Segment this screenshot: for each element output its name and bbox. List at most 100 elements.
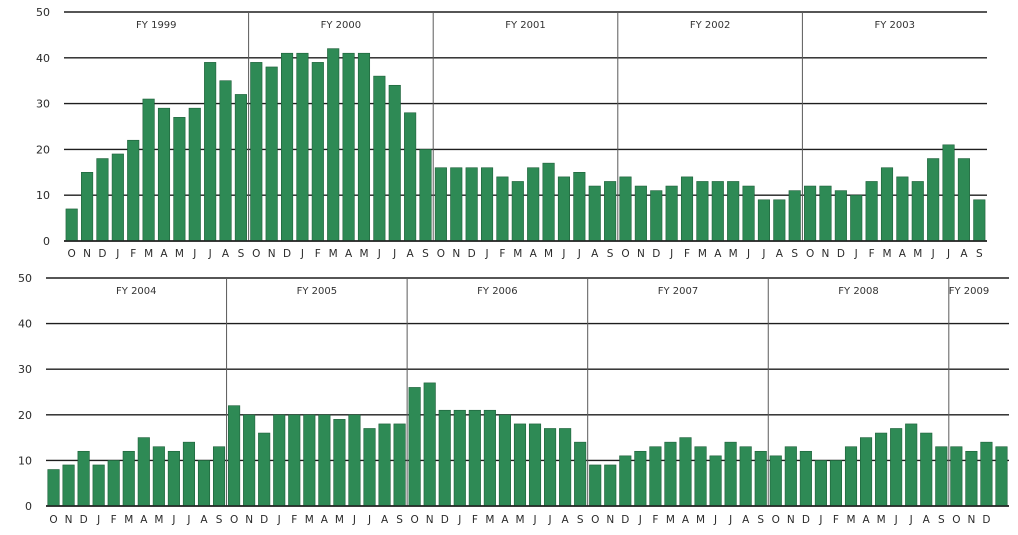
bar <box>419 149 432 242</box>
bar <box>957 158 970 242</box>
x-tick-label: O <box>621 248 629 260</box>
bar <box>498 414 511 507</box>
x-tick-label: A <box>140 514 148 526</box>
bar <box>296 52 309 242</box>
bar <box>604 181 617 242</box>
x-tick-label: D <box>468 248 476 260</box>
x-tick-label: F <box>499 248 505 260</box>
x-tick-label: O <box>230 514 238 526</box>
bar <box>773 199 786 242</box>
x-tick-label: J <box>277 514 281 526</box>
x-tick-label: J <box>300 248 304 260</box>
bar <box>679 437 692 507</box>
chart-panel-fy2004-fy2009: 0 10 20 30 40 50 FY 2004 FY 2005 FY 2006 FY 2007 F… <box>18 272 1009 526</box>
bar <box>373 75 386 242</box>
x-tick-label: A <box>923 514 931 526</box>
x-tick-label: O <box>591 514 599 526</box>
x-tick-label: F <box>111 514 117 526</box>
bar <box>357 52 371 242</box>
bar <box>483 409 496 507</box>
x-tick-label: D <box>802 514 810 526</box>
bar <box>111 153 124 242</box>
x-tick-label: D <box>652 248 660 260</box>
bar <box>480 167 494 242</box>
x-tick-label: F <box>130 248 136 260</box>
bar <box>281 52 294 242</box>
x-tick-label: J <box>484 248 488 260</box>
x-tick-label: D <box>621 514 629 526</box>
bar <box>754 450 767 507</box>
x-tick-label: S <box>938 514 945 526</box>
x-tick-label: J <box>208 248 212 260</box>
x-tick-label: M <box>485 514 494 526</box>
x-tick-label: J <box>638 514 642 526</box>
bar <box>348 414 361 507</box>
bar <box>905 423 918 507</box>
bar <box>219 80 232 242</box>
x-tick-label: J <box>818 514 822 526</box>
bar <box>588 185 601 242</box>
bar <box>935 446 948 507</box>
bar <box>243 414 256 507</box>
x-tick-label: A <box>899 248 907 260</box>
x-tick-label: N <box>65 514 73 526</box>
x-tick-label: N <box>637 248 645 260</box>
x-tick-label: J <box>577 248 581 260</box>
bar <box>724 441 737 507</box>
bar <box>694 446 707 507</box>
x-tick-label: M <box>144 248 153 260</box>
x-tick-label: J <box>854 248 858 260</box>
bar <box>650 190 663 242</box>
x-tick-label: F <box>869 248 875 260</box>
bar <box>850 194 863 242</box>
x-tick-label: F <box>472 514 478 526</box>
x-tick-label: F <box>291 514 297 526</box>
x-tick-label: A <box>381 514 389 526</box>
x-tick-label: M <box>877 514 886 526</box>
x-tick-label: N <box>606 514 614 526</box>
bar <box>995 446 1008 507</box>
bar <box>167 450 180 507</box>
bar <box>47 469 60 507</box>
x-tick-label: J <box>946 248 950 260</box>
x-tick-label: A <box>776 248 784 260</box>
x-tick-label: J <box>192 248 196 260</box>
fiscal-year-label: FY 2009 <box>949 286 990 297</box>
bar <box>303 414 316 507</box>
x-tick-label: A <box>862 514 870 526</box>
bar <box>784 446 797 507</box>
bar <box>757 199 770 242</box>
bar <box>265 66 278 242</box>
x-tick-label: S <box>976 248 983 260</box>
x-tick-label: A <box>222 248 230 260</box>
bar <box>973 199 986 242</box>
bar <box>107 460 120 507</box>
x-tick-label: M <box>513 248 522 260</box>
bar <box>465 167 478 242</box>
bar <box>574 441 587 507</box>
y-tick-label: 10 <box>36 189 50 202</box>
x-tick-label: M <box>666 514 675 526</box>
bar <box>680 176 694 242</box>
bar <box>127 139 140 242</box>
chart-panel-fy1999-fy2003: 0 10 20 30 40 50 FY 1999 FY 2000 FY 2001 FY 2002 F… <box>36 6 987 260</box>
y-tick-label: 10 <box>18 454 32 467</box>
bar <box>544 428 557 507</box>
bar <box>273 414 286 507</box>
x-tick-label: O <box>49 514 57 526</box>
x-tick-label: A <box>200 514 208 526</box>
y-tick-label: 40 <box>18 318 32 331</box>
x-tick-label: S <box>216 514 223 526</box>
y-tick-label: 30 <box>18 363 32 376</box>
x-tick-label: M <box>544 248 553 260</box>
fiscal-year-label: FY 2007 <box>658 286 699 297</box>
x-tick-label: M <box>515 514 524 526</box>
x-tick-label: D <box>283 248 291 260</box>
x-tick-label: J <box>713 514 717 526</box>
bar <box>665 185 678 242</box>
y-tick-label: 30 <box>36 98 50 111</box>
bar <box>911 181 924 242</box>
x-tick-label: N <box>452 248 460 260</box>
bar <box>434 167 447 242</box>
x-tick-label: M <box>329 248 338 260</box>
